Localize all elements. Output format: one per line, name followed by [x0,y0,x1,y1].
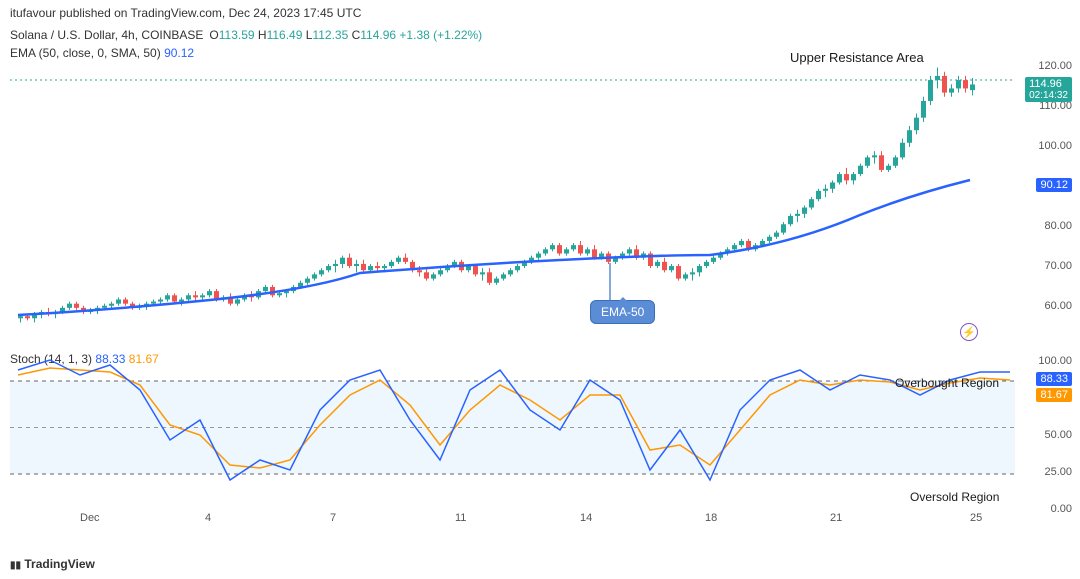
flash-icon[interactable]: ⚡ [960,323,978,341]
change-pct: (+1.22%) [433,28,482,42]
ema-tag-value: 90.12 [1040,179,1068,191]
symbol-line: Solana / U.S. Dollar, 4h, COINBASE O113.… [0,26,1080,44]
countdown: 02:14:32 [1029,90,1068,101]
main-chart[interactable] [10,55,1015,335]
o-value: 113.59 [219,28,255,42]
h-value: 116.49 [267,28,303,42]
watermark-text: TradingView [24,557,94,571]
current-price: 114.96 [1029,78,1068,90]
stoch-k-tag: 88.33 [1036,372,1072,386]
tradingview-watermark: ▮▮ TradingView [10,557,95,571]
c-value: 114.96 [360,28,396,42]
l-value: 112.35 [312,28,348,42]
ema-callout: EMA-50 [590,300,655,324]
o-label: O [209,28,218,42]
publisher: itufavour [10,6,56,20]
stoch-d-tag: 81.67 [1036,388,1072,402]
stoch-chart[interactable] [10,350,1015,505]
overbought-label: Overbought Region [895,376,999,390]
c-label: C [352,28,361,42]
timestamp: Dec 24, 2023 17:45 UTC [229,6,362,20]
time-axis: Dec471114182125 [10,512,1015,532]
h-label: H [258,28,267,42]
symbol-pair: Solana / U.S. Dollar, 4h, COINBASE [10,28,203,42]
published-text: published on TradingView.com, [59,6,225,20]
publish-header: itufavour published on TradingView.com, … [0,0,1080,26]
change-value: +1.38 [399,28,429,42]
current-price-tag: 114.96 02:14:32 [1025,77,1072,102]
oversold-label: Oversold Region [910,490,999,504]
ema-price-tag: 90.12 [1036,178,1072,192]
upper-resistance-label: Upper Resistance Area [790,50,924,65]
ohlc-block: O113.59 H116.49 L112.35 C114.96 +1.38 (+… [209,28,482,42]
